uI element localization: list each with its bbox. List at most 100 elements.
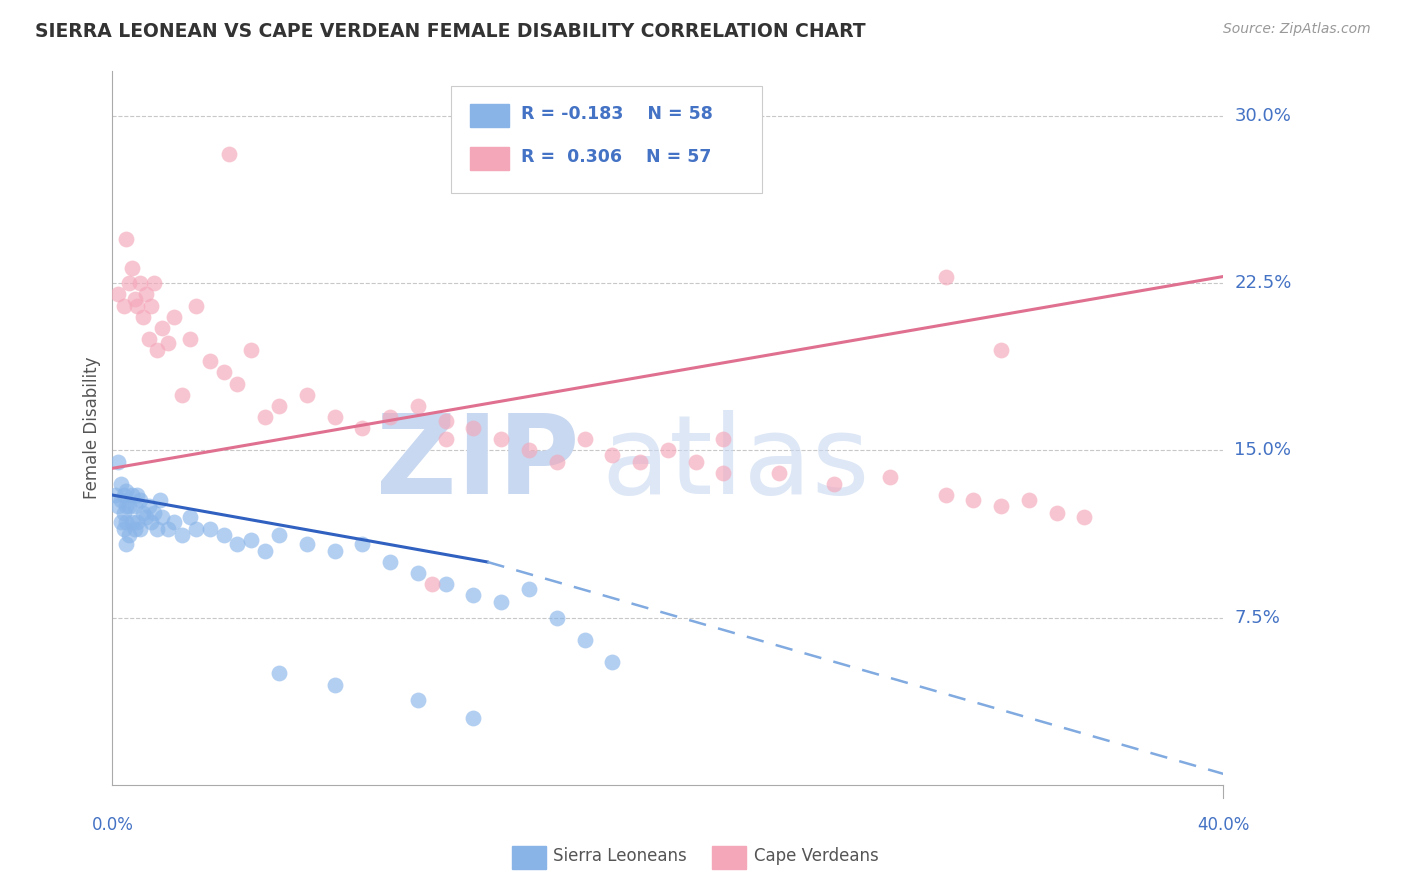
- Text: 30.0%: 30.0%: [1234, 107, 1291, 125]
- Point: [124, 521, 146, 535]
- Point: [115, 483, 138, 498]
- Point: [240, 533, 263, 547]
- Point: [406, 693, 429, 707]
- Point: [162, 515, 184, 529]
- Point: [1045, 506, 1069, 520]
- Point: [107, 455, 129, 469]
- Point: [132, 310, 155, 324]
- Point: [138, 500, 160, 514]
- Text: atlas: atlas: [602, 410, 870, 517]
- Point: [323, 544, 346, 558]
- Point: [657, 443, 679, 458]
- Point: [121, 515, 143, 529]
- Point: [768, 466, 790, 480]
- Point: [179, 510, 201, 524]
- Point: [380, 410, 402, 425]
- Point: [267, 399, 291, 413]
- Point: [112, 506, 135, 520]
- Point: [112, 488, 135, 502]
- Point: [157, 521, 180, 535]
- Point: [170, 528, 193, 542]
- Point: [267, 528, 291, 542]
- Text: 15.0%: 15.0%: [1234, 442, 1291, 459]
- Point: [491, 433, 513, 447]
- Text: R = -0.183    N = 58: R = -0.183 N = 58: [522, 105, 713, 123]
- Point: [115, 500, 138, 514]
- Point: [879, 470, 901, 484]
- Point: [198, 354, 221, 368]
- Point: [138, 332, 160, 346]
- Point: [713, 466, 735, 480]
- Point: [104, 488, 127, 502]
- Text: 22.5%: 22.5%: [1234, 274, 1292, 293]
- Point: [146, 343, 169, 358]
- Point: [107, 287, 129, 301]
- Point: [184, 298, 207, 313]
- Text: ZIP: ZIP: [375, 410, 579, 517]
- FancyBboxPatch shape: [470, 147, 509, 169]
- Point: [295, 387, 318, 401]
- FancyBboxPatch shape: [713, 847, 745, 869]
- Point: [1073, 510, 1095, 524]
- Point: [212, 528, 235, 542]
- Point: [218, 147, 240, 161]
- Point: [824, 476, 846, 491]
- Point: [141, 515, 163, 529]
- Point: [352, 421, 374, 435]
- Point: [685, 455, 707, 469]
- Point: [628, 455, 651, 469]
- Point: [162, 310, 184, 324]
- Point: [112, 298, 135, 313]
- Point: [127, 515, 149, 529]
- Point: [143, 506, 166, 520]
- Point: [143, 277, 166, 291]
- Point: [990, 500, 1012, 514]
- Point: [463, 711, 485, 725]
- Point: [124, 292, 146, 306]
- Point: [179, 332, 201, 346]
- Point: [212, 366, 235, 380]
- Point: [118, 528, 141, 542]
- Point: [226, 376, 249, 391]
- Point: [990, 343, 1012, 358]
- FancyBboxPatch shape: [512, 847, 546, 869]
- Point: [463, 421, 485, 435]
- Text: 40.0%: 40.0%: [1197, 815, 1250, 833]
- Point: [198, 521, 221, 535]
- Point: [115, 515, 138, 529]
- Point: [406, 399, 429, 413]
- Point: [962, 492, 984, 507]
- Point: [420, 577, 443, 591]
- Point: [323, 410, 346, 425]
- Point: [226, 537, 249, 551]
- Text: R =  0.306    N = 57: R = 0.306 N = 57: [522, 148, 711, 166]
- Point: [110, 515, 132, 529]
- Point: [491, 595, 513, 609]
- Point: [129, 277, 152, 291]
- Point: [127, 488, 149, 502]
- Point: [1018, 492, 1040, 507]
- Point: [517, 582, 540, 596]
- Point: [434, 577, 457, 591]
- Point: [118, 500, 141, 514]
- Point: [110, 492, 132, 507]
- Point: [602, 448, 624, 462]
- Point: [267, 666, 291, 681]
- Point: [110, 476, 132, 491]
- Point: [713, 433, 735, 447]
- Text: SIERRA LEONEAN VS CAPE VERDEAN FEMALE DISABILITY CORRELATION CHART: SIERRA LEONEAN VS CAPE VERDEAN FEMALE DI…: [35, 22, 866, 41]
- Point: [934, 488, 956, 502]
- Point: [129, 521, 152, 535]
- FancyBboxPatch shape: [470, 104, 509, 127]
- Point: [132, 506, 155, 520]
- Point: [121, 488, 143, 502]
- Point: [112, 521, 135, 535]
- Point: [146, 521, 169, 535]
- Point: [380, 555, 402, 569]
- Text: Cape Verdeans: Cape Verdeans: [755, 847, 879, 865]
- Point: [574, 633, 596, 648]
- Point: [107, 500, 129, 514]
- Text: Source: ZipAtlas.com: Source: ZipAtlas.com: [1223, 22, 1371, 37]
- Point: [934, 269, 956, 284]
- Point: [149, 492, 172, 507]
